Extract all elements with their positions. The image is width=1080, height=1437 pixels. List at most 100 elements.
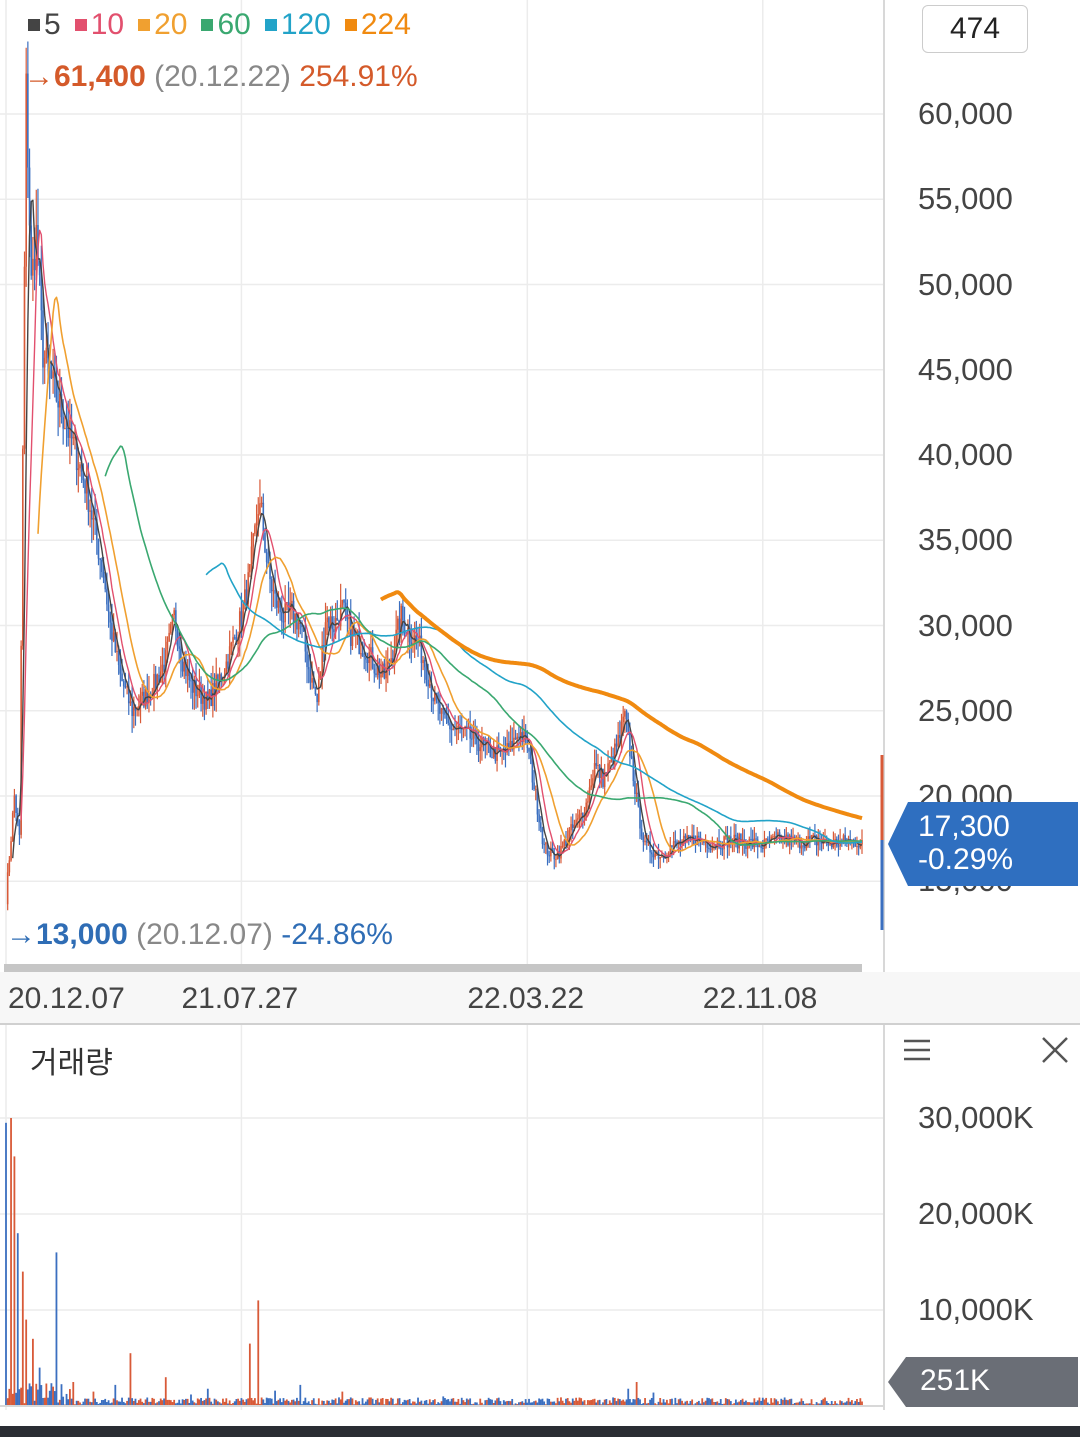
candle-body [296,613,298,630]
volume-bar [114,1384,117,1406]
volume-bar [750,1402,752,1406]
volume-bar [728,1399,731,1406]
candle-body [84,480,86,494]
candle-body [600,768,603,779]
candle-body [311,678,313,683]
candle-body [109,611,112,623]
volume-bar [228,1400,231,1406]
volume-bar [610,1402,613,1406]
candle-body [215,674,218,696]
candle-body [344,602,347,609]
candle-body [608,762,611,764]
volume-bar [252,1400,255,1406]
candle-body [844,835,846,841]
candle-body [444,709,446,715]
volume-bar [760,1400,762,1406]
volume-bar [67,1399,70,1406]
volume-bar [181,1399,184,1406]
menu-icon[interactable] [902,1038,932,1062]
volume-bar [743,1401,746,1406]
candle-body [497,745,500,748]
candle-body [447,719,450,723]
volume-bar [206,1388,209,1406]
legend-item-20[interactable]: 20 [138,8,187,42]
candle-body [341,599,344,605]
candle-body [136,709,138,711]
candle-body [191,680,194,693]
candle-body [593,763,596,779]
candle-body [571,824,574,828]
candle-body [203,697,206,710]
candle-body [659,857,661,859]
volume-bar [849,1401,852,1406]
candle-body [545,843,547,845]
candle-body [423,659,426,668]
candle-body [170,624,172,633]
volume-tag-shape [888,1357,1078,1407]
volume-bar [489,1399,492,1406]
date-tick-label: 22.11.08 [702,982,818,1015]
volume-bar [321,1400,324,1406]
candle-body [126,686,128,688]
candle-body [47,347,49,363]
volume-bar [536,1402,539,1406]
volume-bar [820,1400,823,1406]
volume-bar [6,1398,9,1406]
volume-bar [148,1401,150,1406]
candle-body [304,631,307,652]
volume-bar [259,1403,261,1406]
candle-body [232,637,234,643]
legend-item-5[interactable]: 5 [28,8,61,42]
volume-bar [324,1403,327,1406]
candle-body [408,628,411,643]
candle-body [18,820,21,835]
candle-body [267,562,270,564]
volume-bar [173,1399,176,1406]
high-label: →61,400 (20.12.22) 254.91% [24,60,418,94]
ma-legend[interactable]: 5 10 20 60 120 224 [28,8,411,42]
candle-body [767,838,769,841]
candle-body [154,673,157,688]
volume-bar [625,1399,628,1406]
candle-body [133,707,135,717]
volume-bar [139,1398,142,1406]
volume-bar [810,1399,813,1406]
legend-item-60[interactable]: 60 [201,8,251,42]
legend-item-224[interactable]: 224 [344,8,411,42]
volume-bar [30,1386,33,1406]
legend-item-10[interactable]: 10 [74,8,125,42]
candle-body [575,819,577,825]
volume-bar [366,1399,369,1406]
volume-bar [351,1398,354,1406]
candle-body [168,632,170,642]
candle-body [442,708,445,710]
volume-bar [709,1399,712,1406]
candle-body [494,747,497,761]
volume-bar [502,1400,505,1406]
volume-bar [486,1399,488,1406]
volume-bar [565,1398,567,1406]
candle-body [829,843,831,846]
candle-body [820,842,823,844]
volume-bar [657,1401,660,1406]
volume-bar [264,1402,266,1406]
volume-bar [475,1402,478,1406]
candle-body [319,671,322,680]
volume-bar [405,1400,408,1406]
volume-bar [445,1399,448,1406]
volume-bar [363,1403,366,1406]
candle-count-button[interactable]: 474 [922,5,1028,53]
close-icon[interactable] [1040,1035,1070,1065]
candle-body [230,642,233,647]
volume-bar [427,1403,430,1406]
legend-item-120[interactable]: 120 [264,8,331,42]
volume-bar [235,1399,238,1406]
volume-bar [679,1398,682,1406]
date-axis-band [0,972,1080,1024]
volume-bar [531,1402,534,1406]
volume-bar [370,1397,372,1406]
legend-label-10: 10 [90,8,125,41]
volume-bar [432,1400,435,1406]
volume-bar [834,1401,836,1406]
